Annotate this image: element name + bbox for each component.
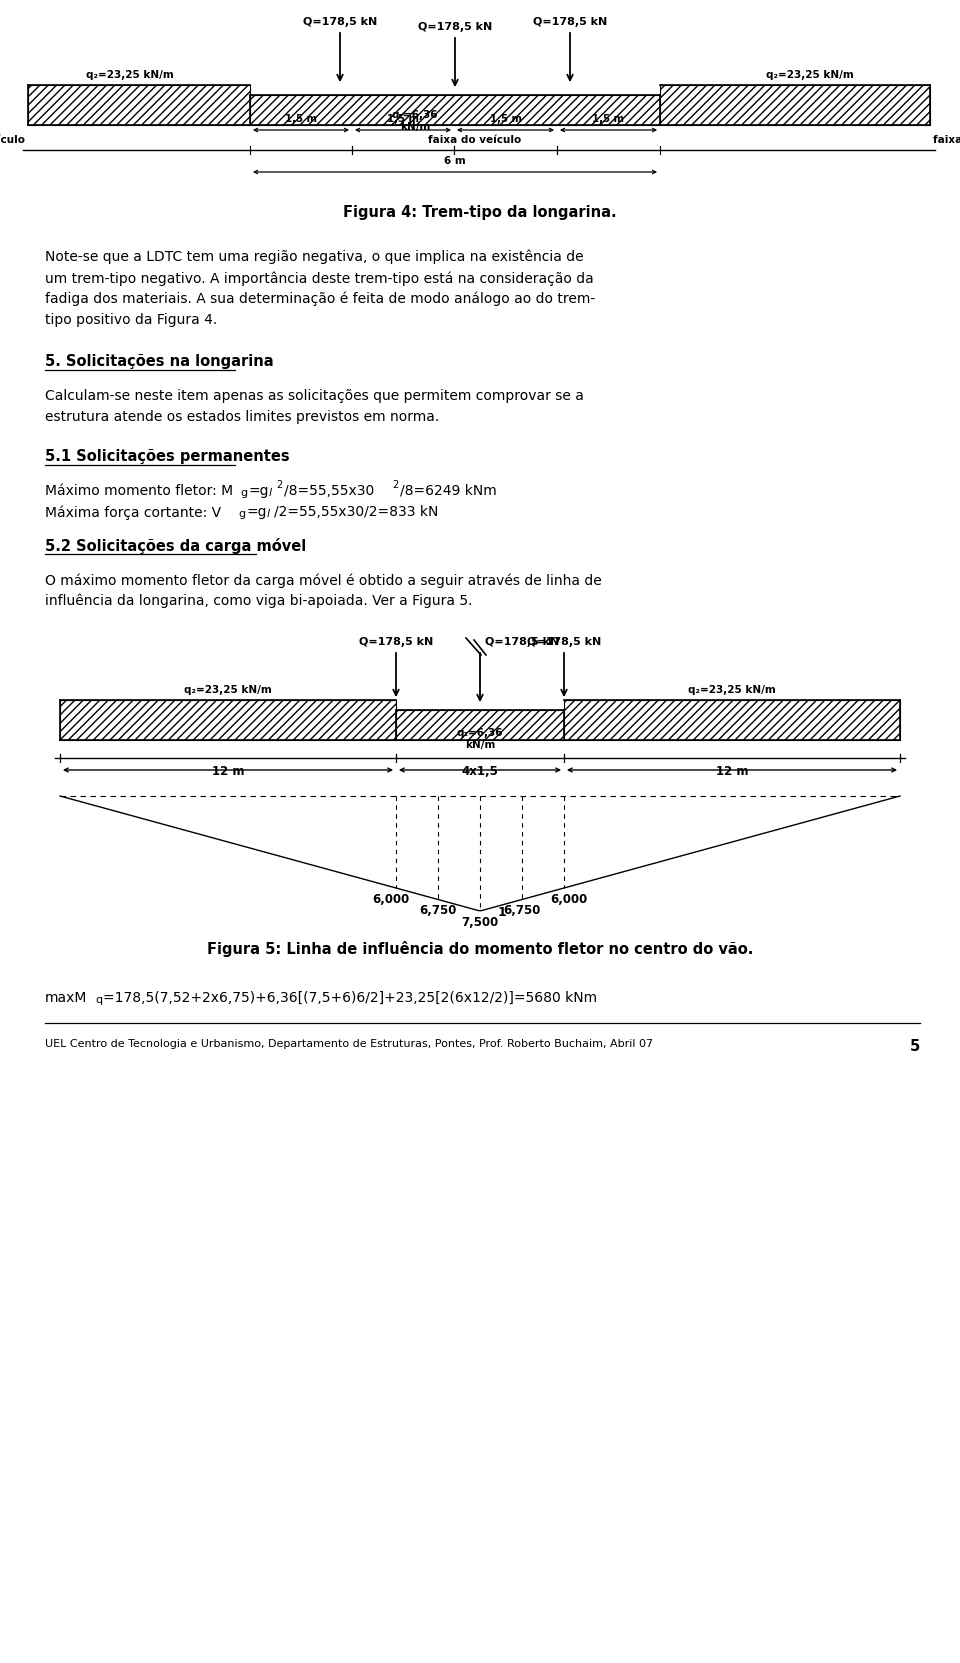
Bar [60, 700, 396, 740]
Text: q₂=23,25 kN/m: q₂=23,25 kN/m [184, 685, 272, 695]
Text: g: g [240, 487, 247, 497]
Text: 1,5 m: 1,5 m [285, 115, 317, 125]
Text: Máxima força cortante: V: Máxima força cortante: V [45, 506, 221, 519]
Text: q₂=23,25 kN/m: q₂=23,25 kN/m [766, 70, 853, 80]
Text: 2: 2 [392, 481, 398, 491]
Text: Calculam-se neste item apenas as solicitações que permitem comprovar se a: Calculam-se neste item apenas as solicit… [45, 389, 584, 402]
Text: 6 m: 6 m [444, 156, 466, 166]
Text: =g: =g [247, 506, 268, 519]
Text: Q=178,5 kN: Q=178,5 kN [533, 17, 607, 27]
Text: 1: 1 [498, 906, 507, 920]
Bar [660, 85, 930, 125]
Text: 12 m: 12 m [716, 765, 748, 778]
Text: l: l [267, 509, 270, 519]
Text: O máximo momento fletor da carga móvel é obtido a seguir através de linha de: O máximo momento fletor da carga móvel é… [45, 574, 602, 587]
Text: fadiga dos materiais. A sua determinação é feita de modo análogo ao do trem-: fadiga dos materiais. A sua determinação… [45, 293, 595, 306]
Text: q₁=6,36
kN/m: q₁=6,36 kN/m [392, 110, 439, 131]
Bar [250, 95, 660, 125]
Text: 2: 2 [276, 481, 282, 491]
Text: faixa fora do veículo: faixa fora do veículo [933, 135, 960, 145]
Text: Q=178,5 kN: Q=178,5 kN [302, 17, 377, 27]
Text: influência da longarina, como viga bi-apoiada. Ver a Figura 5.: influência da longarina, como viga bi-ap… [45, 594, 472, 609]
Text: 5.1 Solicitações permanentes: 5.1 Solicitações permanentes [45, 449, 290, 464]
Text: 5: 5 [910, 1039, 920, 1054]
Text: q: q [95, 994, 102, 1004]
Text: 1,5 m: 1,5 m [490, 115, 521, 125]
Text: /8=6249 kNm: /8=6249 kNm [400, 484, 496, 497]
Text: =g: =g [249, 484, 270, 497]
Text: faixa fora do veículo: faixa fora do veículo [0, 135, 25, 145]
Text: Máximo momento fletor: M: Máximo momento fletor: M [45, 484, 233, 497]
Text: 7,500: 7,500 [462, 916, 498, 930]
Text: 5. Solicitações na longarina: 5. Solicitações na longarina [45, 354, 274, 369]
Text: =178,5(7,52+2x6,75)+6,36[(7,5+6)6/2]+23,25[2(6x12/2)]=5680 kNm: =178,5(7,52+2x6,75)+6,36[(7,5+6)6/2]+23,… [103, 991, 597, 1004]
Text: Figura 4: Trem-tipo da longarina.: Figura 4: Trem-tipo da longarina. [343, 205, 617, 220]
Text: estrutura atende os estados limites previstos em norma.: estrutura atende os estados limites prev… [45, 411, 440, 424]
Text: 6,750: 6,750 [503, 905, 540, 918]
Text: Note-se que a LDTC tem uma região negativa, o que implica na existência de: Note-se que a LDTC tem uma região negati… [45, 249, 584, 264]
Text: 1,5 m: 1,5 m [592, 115, 625, 125]
Text: q₂=23,25 kN/m: q₂=23,25 kN/m [688, 685, 776, 695]
Text: faixa do veículo: faixa do veículo [428, 135, 521, 145]
Text: /2=55,55x30/2=833 kN: /2=55,55x30/2=833 kN [274, 506, 439, 519]
Text: UEL Centro de Tecnologia e Urbanismo, Departamento de Estruturas, Pontes, Prof. : UEL Centro de Tecnologia e Urbanismo, De… [45, 1039, 653, 1049]
Text: Q=178,5 kN: Q=178,5 kN [527, 637, 601, 647]
Text: Q=178,5 kN: Q=178,5 kN [485, 637, 560, 647]
Text: 6,000: 6,000 [372, 893, 410, 906]
Text: l: l [269, 487, 272, 497]
Text: 6,000: 6,000 [550, 893, 588, 906]
Text: Figura 5: Linha de influência do momento fletor no centro do vão.: Figura 5: Linha de influência do momento… [206, 941, 754, 956]
Text: um trem-tipo negativo. A importância deste trem-tipo está na consideração da: um trem-tipo negativo. A importância des… [45, 271, 593, 286]
Text: 12 m: 12 m [212, 765, 244, 778]
Bar [564, 700, 900, 740]
Text: /8=55,55x30: /8=55,55x30 [284, 484, 374, 497]
Text: maxM: maxM [45, 991, 87, 1004]
Text: 5.2 Solicitações da carga móvel: 5.2 Solicitações da carga móvel [45, 539, 306, 554]
Bar [28, 85, 250, 125]
Text: Q=178,5 kN: Q=178,5 kN [359, 637, 433, 647]
Text: g: g [238, 509, 245, 519]
Text: 1,5 m: 1,5 m [387, 115, 419, 125]
Text: Q=178,5 kN: Q=178,5 kN [418, 22, 492, 32]
Text: q₁=6,36
kN/m: q₁=6,36 kN/m [457, 728, 503, 750]
Bar [396, 710, 564, 740]
Text: 4x1,5: 4x1,5 [462, 765, 498, 778]
Text: tipo positivo da Figura 4.: tipo positivo da Figura 4. [45, 313, 217, 328]
Text: 6,750: 6,750 [420, 905, 457, 918]
Text: q₂=23,25 kN/m: q₂=23,25 kN/m [86, 70, 174, 80]
